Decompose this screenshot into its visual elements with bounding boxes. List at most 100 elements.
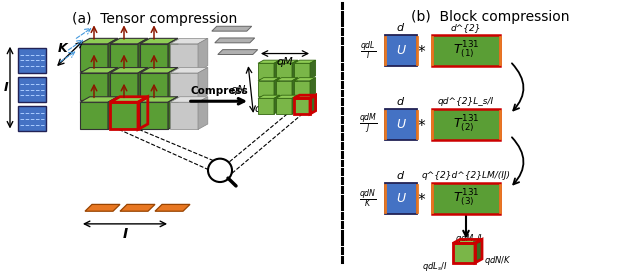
Polygon shape: [294, 98, 310, 114]
Polygon shape: [170, 102, 198, 129]
Polygon shape: [110, 73, 138, 100]
Polygon shape: [258, 60, 280, 63]
Text: $d$: $d$: [396, 21, 406, 33]
Polygon shape: [138, 38, 148, 71]
Polygon shape: [294, 60, 316, 63]
Polygon shape: [274, 78, 280, 96]
Polygon shape: [212, 26, 252, 31]
Polygon shape: [218, 50, 258, 55]
Polygon shape: [110, 67, 148, 73]
Polygon shape: [110, 97, 148, 102]
Polygon shape: [140, 44, 168, 71]
Polygon shape: [258, 98, 274, 114]
Polygon shape: [80, 102, 108, 129]
Polygon shape: [168, 67, 178, 100]
Text: $qdN/K$: $qdN/K$: [484, 254, 512, 267]
Polygon shape: [310, 60, 316, 79]
Text: $U$: $U$: [396, 44, 406, 57]
Text: qL: qL: [254, 104, 268, 114]
Polygon shape: [276, 63, 292, 79]
Text: I: I: [4, 81, 8, 94]
FancyBboxPatch shape: [385, 35, 417, 66]
Polygon shape: [294, 95, 316, 98]
Text: (a)  Tensor compression: (a) Tensor compression: [72, 12, 237, 26]
Text: q^{2}d^{2}LM/(IJ): q^{2}d^{2}LM/(IJ): [422, 171, 511, 180]
Polygon shape: [274, 95, 280, 114]
Polygon shape: [155, 204, 190, 211]
Polygon shape: [276, 95, 298, 98]
Polygon shape: [294, 78, 316, 81]
Text: $d$: $d$: [396, 95, 406, 107]
Polygon shape: [120, 204, 155, 211]
Polygon shape: [453, 239, 482, 243]
Polygon shape: [80, 67, 118, 73]
Polygon shape: [292, 95, 298, 114]
Polygon shape: [108, 97, 118, 129]
Polygon shape: [170, 44, 198, 71]
Polygon shape: [215, 38, 255, 43]
Text: qM: qM: [276, 57, 293, 67]
FancyBboxPatch shape: [18, 48, 46, 73]
Polygon shape: [453, 243, 475, 263]
Polygon shape: [80, 97, 118, 102]
Text: I: I: [122, 227, 127, 241]
Polygon shape: [170, 73, 198, 100]
Text: Compress: Compress: [190, 87, 248, 96]
Text: $U$: $U$: [396, 192, 406, 205]
Text: qN: qN: [230, 85, 246, 94]
Polygon shape: [258, 95, 280, 98]
Text: $*$: $*$: [417, 191, 427, 206]
Polygon shape: [138, 67, 148, 100]
Polygon shape: [276, 98, 292, 114]
Polygon shape: [294, 63, 310, 79]
Polygon shape: [108, 67, 118, 100]
Text: $d$: $d$: [396, 169, 406, 181]
Text: K: K: [58, 42, 68, 55]
Polygon shape: [292, 60, 298, 79]
Text: $\frac{qdN}{K}$: $\frac{qdN}{K}$: [359, 187, 377, 210]
Polygon shape: [292, 78, 298, 96]
Polygon shape: [140, 38, 178, 44]
Polygon shape: [110, 44, 138, 71]
Polygon shape: [258, 63, 274, 79]
Polygon shape: [110, 38, 148, 44]
Polygon shape: [170, 97, 208, 102]
Polygon shape: [198, 38, 208, 71]
Text: (b)  Block compression: (b) Block compression: [411, 10, 569, 24]
FancyBboxPatch shape: [385, 183, 417, 214]
Polygon shape: [80, 38, 118, 44]
FancyBboxPatch shape: [432, 35, 500, 66]
FancyBboxPatch shape: [385, 109, 417, 140]
Polygon shape: [276, 60, 298, 63]
Polygon shape: [140, 102, 168, 129]
Polygon shape: [168, 38, 178, 71]
Polygon shape: [140, 97, 178, 102]
FancyBboxPatch shape: [18, 77, 46, 102]
Text: $qdM_s/J$: $qdM_s/J$: [455, 232, 483, 245]
Polygon shape: [170, 38, 208, 44]
Polygon shape: [274, 60, 280, 79]
Polygon shape: [168, 97, 178, 129]
FancyBboxPatch shape: [432, 183, 500, 214]
Text: $*$: $*$: [417, 117, 427, 132]
Text: $T_{(1)}^{131}$: $T_{(1)}^{131}$: [453, 40, 479, 61]
Polygon shape: [310, 95, 316, 114]
Polygon shape: [80, 73, 108, 100]
Polygon shape: [140, 67, 178, 73]
Polygon shape: [108, 38, 118, 71]
FancyBboxPatch shape: [432, 109, 500, 140]
Polygon shape: [258, 81, 274, 96]
Text: $\frac{qdL}{I}$: $\frac{qdL}{I}$: [360, 39, 376, 62]
Polygon shape: [170, 67, 208, 73]
Polygon shape: [258, 78, 280, 81]
Polygon shape: [310, 78, 316, 96]
Polygon shape: [110, 102, 138, 129]
Polygon shape: [276, 81, 292, 96]
Polygon shape: [140, 73, 168, 100]
Polygon shape: [85, 204, 120, 211]
Polygon shape: [475, 239, 482, 263]
FancyBboxPatch shape: [18, 106, 46, 131]
Text: $U$: $U$: [396, 118, 406, 131]
Text: $*$: $*$: [417, 43, 427, 58]
Text: $qdL_s/I$: $qdL_s/I$: [422, 260, 448, 273]
